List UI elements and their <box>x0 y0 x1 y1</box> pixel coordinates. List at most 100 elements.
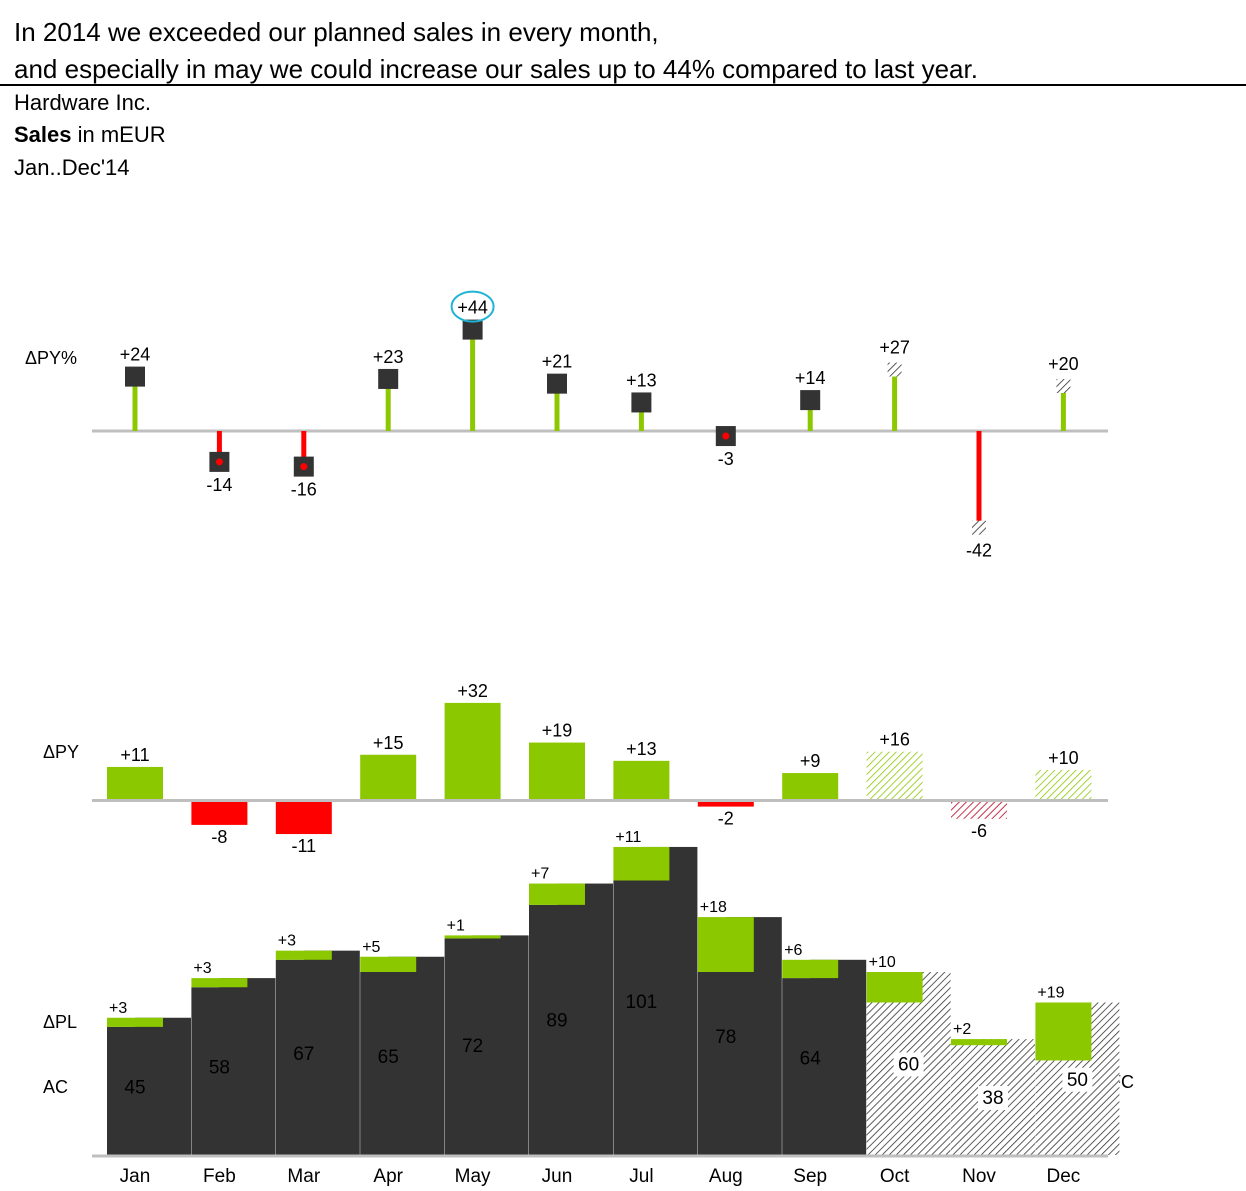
dpy-label-oct: +16 <box>879 730 910 750</box>
dpl-label-may: +1 <box>447 917 465 934</box>
dpy-bar-jun <box>529 742 585 801</box>
dpl-bar-dec <box>1035 1002 1092 1061</box>
measure-label: Sales in mEUR <box>14 120 166 150</box>
dpl-label-nov: +2 <box>953 1021 971 1038</box>
highlight-ellipse-may <box>450 290 495 323</box>
dpy-pct-head-jul <box>631 392 652 413</box>
fc-value-dec: 50 <box>1067 1070 1088 1091</box>
dpy-pct-head-nov <box>972 520 986 535</box>
fc-value-bg-oct <box>893 1052 924 1077</box>
company-name: Hardware Inc. <box>14 90 151 115</box>
ac-value-jun: 89 <box>546 1010 567 1031</box>
dpl-bar-mar <box>275 950 332 960</box>
ac-bar-apr <box>360 972 417 1155</box>
category-label-may: May <box>455 1166 491 1187</box>
dpl-bar-may <box>444 935 501 939</box>
fc-value-oct: 60 <box>898 1055 919 1076</box>
dpy-label-jul: +13 <box>626 739 657 759</box>
dpl-label-aug: +18 <box>700 899 727 916</box>
dpy-pct-head-oct <box>887 362 902 377</box>
headline-line-2: and especially in may we could increase … <box>14 54 978 84</box>
ac-bar-sep <box>782 978 839 1155</box>
dpy-bar-may <box>444 702 501 801</box>
dpy-bar-mar <box>275 800 332 835</box>
dpl-label-jul: +11 <box>615 829 641 846</box>
category-label-nov: Nov <box>962 1166 996 1187</box>
dpy-label-mar: -11 <box>291 836 316 856</box>
headline-line-1: In 2014 we exceeded our planned sales in… <box>14 17 659 47</box>
category-label-apr: Apr <box>373 1166 403 1187</box>
dpy-bar-aug <box>697 800 754 807</box>
category-label-jun: Jun <box>542 1166 573 1187</box>
ac-bar-may <box>444 938 501 1155</box>
fc-value-nov: 38 <box>982 1088 1003 1109</box>
ac-value-jan: 45 <box>124 1077 145 1098</box>
dpl-bar-jul <box>613 846 670 881</box>
dpy-label-feb: -8 <box>211 827 227 847</box>
dpy-pct-label-sep: +14 <box>795 368 826 388</box>
dpl-bar-oct <box>866 972 923 1003</box>
fc-value-bg-dec <box>1062 1067 1093 1092</box>
dpy-pct-label-apr: +23 <box>373 347 404 367</box>
row-label-dpy-pct: ΔPY% <box>25 348 77 368</box>
ac-bar-jun <box>529 904 585 1155</box>
dpl-label-feb: +3 <box>193 960 211 977</box>
dpl-bar-sep <box>782 959 839 979</box>
dpl-label-apr: +5 <box>362 939 380 956</box>
dpy-bar-feb <box>191 800 248 825</box>
dpy-label-dec: +10 <box>1048 748 1079 768</box>
ac-value-sep: 64 <box>800 1048 822 1069</box>
fc-bar-oct <box>866 1002 923 1155</box>
category-label-dec: Dec <box>1047 1166 1081 1187</box>
dpy-pct-label-mar: -16 <box>291 480 317 500</box>
dpy-label-aug: -2 <box>718 809 734 829</box>
category-label-jul: Jul <box>629 1166 653 1187</box>
row-label-dpl: ΔPL <box>43 1012 77 1032</box>
dpy-pct-label-may: +44 <box>457 298 488 318</box>
ac-value-feb: 58 <box>209 1058 230 1079</box>
headline-rule <box>0 84 1246 86</box>
dpy-bar-apr <box>360 754 417 801</box>
dpy-bar-sep <box>782 773 839 801</box>
ac-value-jul: 101 <box>626 992 658 1013</box>
dpl-bar-aug <box>697 917 754 972</box>
measure-unit: in mEUR <box>71 122 166 147</box>
ac-bar-feb <box>191 987 248 1155</box>
dpy-pct-label-jul: +13 <box>626 370 657 390</box>
category-label-oct: Oct <box>880 1166 910 1187</box>
dpy-bar-jul <box>613 760 670 801</box>
dpy-pct-label-nov: -42 <box>966 541 992 561</box>
ac-bar-jul <box>613 880 670 1155</box>
fc-value-bg-nov <box>978 1086 1008 1111</box>
headline: In 2014 we exceeded our planned sales in… <box>14 14 1234 88</box>
dpl-bar-feb <box>191 978 248 988</box>
ac-value-mar: 67 <box>293 1044 314 1065</box>
dpl-bar-nov <box>951 1039 1007 1046</box>
dpy-pct-head-sep <box>800 390 821 411</box>
ac-value-apr: 65 <box>378 1047 399 1068</box>
dpy-pct-label-jan: +24 <box>120 345 151 365</box>
dpy-label-apr: +15 <box>373 733 404 753</box>
dpy-label-jun: +19 <box>542 721 573 741</box>
dpl-label-oct: +10 <box>869 954 896 971</box>
row-label-ac: AC <box>43 1077 68 1097</box>
ac-bar-jan <box>107 1026 163 1155</box>
dpy-pct-head-may <box>462 319 483 340</box>
category-label-mar: Mar <box>287 1166 320 1187</box>
dpy-pct-head-dec <box>1056 379 1071 393</box>
dpy-label-sep: +9 <box>800 751 821 771</box>
dpl-bar-jun <box>529 883 585 905</box>
dpy-pct-dot-feb <box>215 458 223 466</box>
category-label-sep: Sep <box>793 1166 827 1187</box>
dpy-label-may: +32 <box>457 681 488 701</box>
dpl-label-jan: +3 <box>109 1000 127 1017</box>
ac-value-aug: 78 <box>715 1027 736 1048</box>
category-label-feb: Feb <box>203 1166 236 1187</box>
ac-bar-mar <box>275 959 332 1155</box>
dpy-pct-head-jan <box>125 366 145 387</box>
dpy-pct-label-oct: +27 <box>879 338 910 358</box>
dpy-pct-label-feb: -14 <box>206 475 232 495</box>
dpl-bar-jan <box>107 1017 163 1027</box>
dpy-pct-dot-aug <box>722 432 730 440</box>
